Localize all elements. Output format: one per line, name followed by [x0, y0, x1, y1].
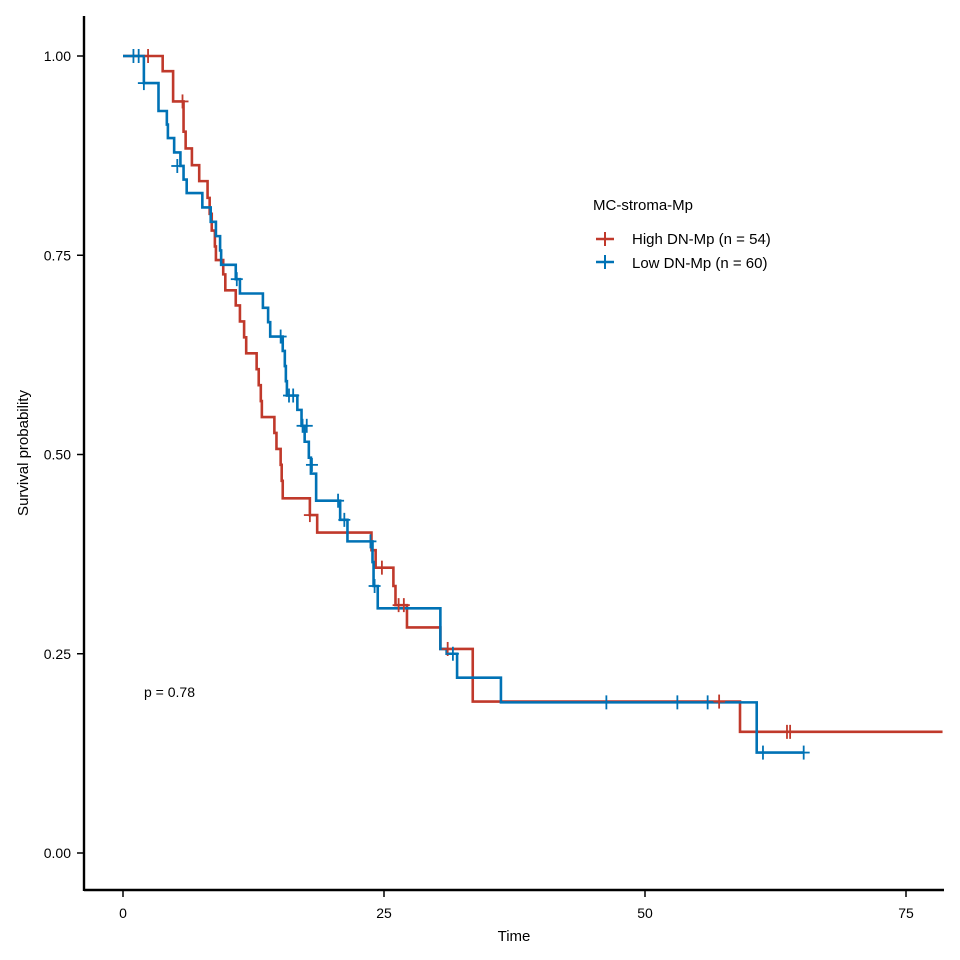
- x-tick-label: 75: [898, 905, 914, 921]
- y-tick-label: 1.00: [44, 48, 71, 64]
- legend-label-low: Low DN-Mp (n = 60): [632, 255, 767, 272]
- y-tick-label: 0.50: [44, 447, 71, 463]
- legend-item-high: High DN-Mp (n = 54): [596, 231, 771, 248]
- y-tick-label: 0.75: [44, 247, 71, 263]
- legend-item-low: Low DN-Mp (n = 60): [596, 255, 767, 272]
- legend-label-high: High DN-Mp (n = 54): [632, 231, 771, 248]
- high-dn-mp-curve: [123, 54, 943, 734]
- y-tick-label: 0.25: [44, 646, 71, 662]
- y-axis-title: Survival probability: [15, 390, 32, 516]
- y-tick-label: 0.00: [44, 845, 71, 861]
- legend: MC-stroma-Mp High DN-Mp (n = 54) Low DN-…: [593, 197, 771, 272]
- legend-title: MC-stroma-Mp: [593, 197, 693, 214]
- survival-curves: [123, 54, 943, 754]
- p-value-annotation: p = 0.78: [144, 684, 195, 700]
- x-tick-label: 25: [376, 905, 392, 921]
- x-tick-label: 50: [637, 905, 653, 921]
- axis-ticks: 0 25 50 75 0.00 0.25 0.50 0.75 1.00: [44, 48, 914, 921]
- x-tick-label: 0: [119, 905, 127, 921]
- x-axis-title: Time: [498, 928, 531, 945]
- censor-marks: [127, 49, 810, 760]
